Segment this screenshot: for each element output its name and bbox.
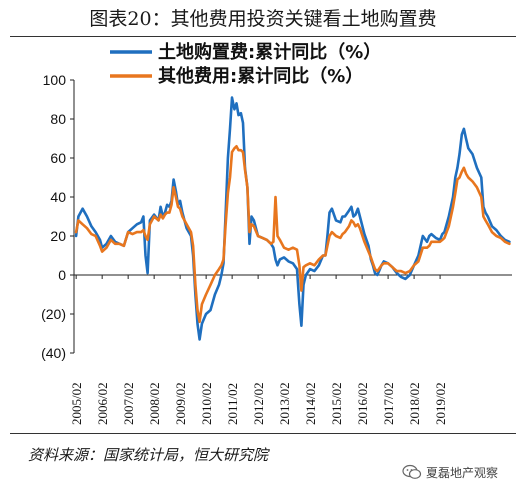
source-note: 资料来源：国家统计局，恒大研究院 (28, 446, 269, 464)
x-tick-label: 2015/02 (329, 382, 344, 425)
x-tick-label: 2012/02 (251, 382, 266, 425)
y-tick-label: (40) (41, 345, 66, 361)
x-tick-label: 2013/02 (277, 382, 292, 425)
x-tick-label: 2019/02 (433, 382, 448, 425)
x-tick-label: 2018/02 (407, 382, 422, 425)
y-tick-label: 0 (58, 267, 66, 283)
x-tick-label: 2011/02 (225, 383, 240, 425)
y-tick-label: (20) (41, 306, 66, 322)
x-tick-label: 2016/02 (355, 382, 370, 425)
chart-legend: 土地购置费:累计同比（%）其他费用:累计同比（%） (110, 41, 381, 87)
chart-axes: 100 80 60 40 20 0 (20) (40) 2005/02 2006/02 2007/0… (41, 72, 512, 425)
y-tick-label: 40 (50, 189, 66, 205)
series-line-1 (74, 145, 511, 324)
wechat-icon (402, 464, 422, 479)
source-divider (10, 433, 516, 434)
legend-label-1: 其他费用:累计同比（%） (158, 65, 363, 87)
x-tick-label: 2009/02 (173, 382, 188, 425)
x-tick-label: 2010/02 (199, 382, 214, 425)
x-tick-label: 2008/02 (147, 382, 162, 425)
x-tick-label: 2014/02 (303, 382, 318, 425)
chart-series (74, 96, 511, 341)
page-title: 图表20：其他费用投资关键看土地购置费 (89, 8, 437, 30)
y-tick-label: 80 (50, 111, 66, 127)
title-divider (10, 36, 516, 37)
legend-label-0: 土地购置费:累计同比（%） (158, 41, 381, 63)
x-tick-label: 2005/02 (69, 382, 84, 425)
series-line-0 (74, 96, 511, 341)
x-tick-label: 2017/02 (381, 382, 396, 425)
y-tick-label: 60 (50, 150, 66, 166)
watermark-text: 夏磊地产观察 (426, 465, 499, 480)
y-tick-label: 20 (50, 228, 66, 244)
x-tick-label: 2006/02 (95, 382, 110, 425)
x-tick-label: 2007/02 (121, 382, 136, 425)
watermark: 夏磊地产观察 (402, 463, 498, 481)
y-tick-label: 100 (43, 72, 67, 88)
